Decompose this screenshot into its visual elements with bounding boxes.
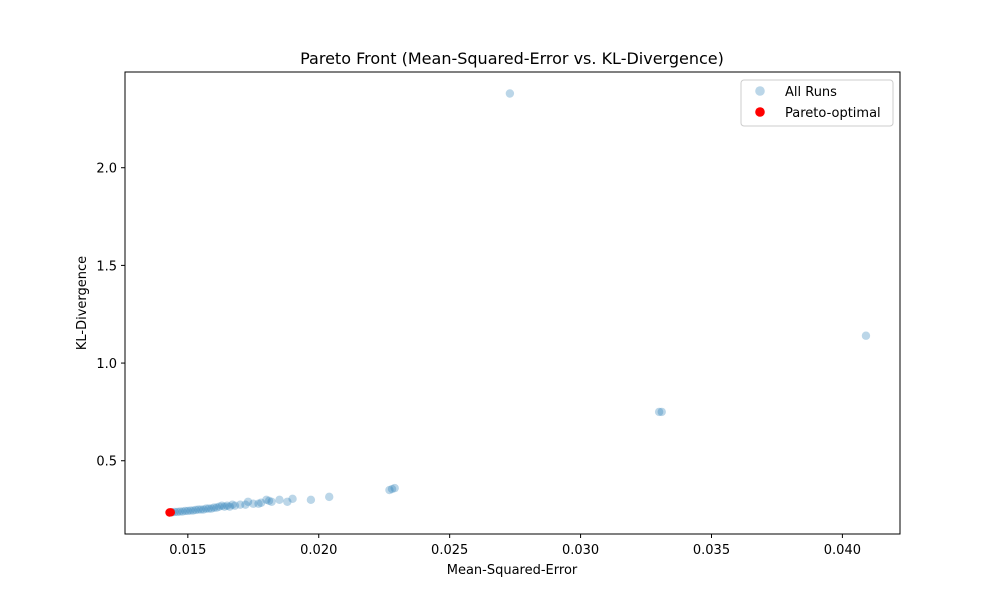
point-all-runs (256, 498, 266, 507)
x-tick-label: 0.030 (562, 543, 599, 558)
point-all-runs (657, 407, 666, 417)
point-all-runs (505, 89, 515, 98)
point-all-runs (387, 484, 397, 494)
x-tick-label: 0.015 (169, 543, 206, 558)
point-all-runs (254, 499, 263, 508)
point-all-runs (194, 505, 203, 514)
point-all-runs (178, 507, 187, 516)
plot-frame (124, 71, 901, 535)
point-all-runs (201, 504, 211, 513)
legend-label-all-runs: All Runs (785, 85, 837, 100)
point-all-runs (275, 495, 284, 505)
point-all-runs (183, 506, 193, 516)
y-tick-label: 0.5 (96, 455, 117, 470)
point-all-runs (243, 497, 253, 506)
legend-marker-pareto-optimal (755, 107, 765, 117)
point-all-runs (199, 505, 208, 514)
legend-label-pareto-optimal: Pareto-optimal (785, 106, 881, 121)
x-tick-label: 0.040 (824, 543, 861, 558)
point-all-runs (209, 503, 219, 512)
point-all-runs (220, 502, 229, 511)
point-all-runs (241, 500, 250, 509)
y-axis-ticks: 0.5 1.0 1.5 2.0 (96, 162, 125, 470)
point-all-runs (236, 500, 245, 509)
point-all-runs (385, 485, 394, 495)
point-all-runs (191, 505, 200, 515)
point-all-runs (228, 500, 237, 509)
point-all-runs (267, 497, 276, 506)
point-all-runs (283, 497, 292, 506)
point-all-runs (325, 492, 334, 502)
points-layer (165, 89, 871, 517)
chart-title: Pareto Front (Mean-Squared-Error vs. KL-… (300, 49, 724, 68)
legend-marker-all-runs (755, 86, 765, 96)
point-all-runs (212, 503, 221, 512)
x-tick-label: 0.035 (693, 543, 730, 558)
y-axis-label: KL-Divergence (75, 256, 90, 350)
point-all-runs (207, 504, 216, 513)
point-all-runs (222, 501, 232, 510)
point-all-runs (654, 407, 664, 417)
point-all-runs (230, 501, 240, 510)
point-all-runs (262, 495, 271, 505)
point-all-runs (288, 494, 297, 504)
point-all-runs (861, 331, 871, 340)
y-tick-label: 2.0 (96, 162, 117, 177)
point-all-runs (175, 507, 185, 516)
point-all-runs (249, 499, 258, 508)
point-all-runs (196, 505, 206, 514)
point-all-runs (225, 502, 234, 511)
point-all-runs (217, 501, 227, 510)
point-all-runs (264, 496, 274, 505)
point-all-runs (188, 506, 198, 515)
point-all-runs (186, 506, 195, 515)
legend: All Runs Pareto-optimal (740, 79, 894, 127)
x-axis-label: Mean-Squared-Error (447, 563, 578, 578)
point-all-runs (173, 507, 182, 517)
legend-box (740, 79, 894, 127)
point-all-runs (306, 495, 316, 505)
y-tick-label: 1.0 (96, 357, 117, 372)
y-tick-label: 1.5 (96, 259, 117, 274)
point-all-runs (181, 506, 190, 516)
x-tick-label: 0.020 (300, 543, 337, 558)
point-pareto-optimal (166, 508, 176, 517)
point-all-runs (215, 502, 224, 511)
x-tick-label: 0.025 (431, 543, 468, 558)
point-all-runs (390, 483, 399, 493)
point-all-runs (204, 504, 213, 513)
x-axis-ticks: 0.015 0.020 0.025 0.030 0.035 0.040 (169, 534, 861, 558)
